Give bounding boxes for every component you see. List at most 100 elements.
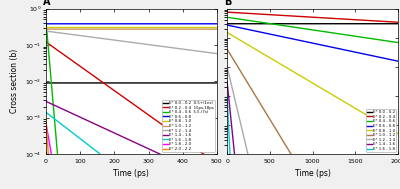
E* 1.6 - 1.8	[365, 182, 370, 184]
E* 1.4 - 1.6	[327, 182, 332, 184]
E* 1.4 - 1.6	[290, 182, 295, 184]
Line: E* 0.8 - 1.0: E* 0.8 - 1.0	[227, 33, 398, 134]
E* 0.4 - 0.6	[396, 41, 400, 44]
Line: E* 0.2 - 0.4: E* 0.2 - 0.4	[227, 12, 398, 22]
E* 1.0 - 1.2	[214, 28, 219, 30]
E* 0.2 - 0.4	[336, 18, 341, 20]
E* 0.4 - 0.6	[256, 21, 260, 23]
Line: E* 2.0 - 2.2: E* 2.0 - 2.2	[46, 119, 217, 189]
E* 0.0 - 0.2	[256, 23, 260, 25]
E* 1.0 - 1.2	[193, 28, 198, 30]
E* 0.8 - 1.0	[256, 50, 260, 52]
E* 0.6 - 0.8	[336, 47, 341, 50]
E* 1.6 - 1.8	[396, 182, 400, 184]
E* 0.8 - 1.0	[336, 97, 341, 99]
E* 1.2 - 1.4	[396, 182, 400, 184]
E* 1.6 - 1.8	[109, 162, 114, 164]
E* 0.0 - 0.2	[336, 23, 341, 25]
E* 0.0 - 0.2  0.5+(1ns)	[193, 82, 198, 84]
E* 0.2 - 0.4  15ps,18ps	[193, 147, 198, 149]
E* 0.0 - 0.2  0.5+(1ns)	[211, 82, 216, 84]
E* 1.4 - 1.6	[193, 169, 198, 171]
E* 0.6 - 0.8	[63, 23, 68, 25]
E* 0.6 - 0.8	[211, 23, 216, 25]
E* 0.6 - 0.8	[116, 23, 121, 25]
E* 0.8 - 1.0	[116, 26, 121, 29]
Line: E* 0.4 - 0.6  5.5-(7s): E* 0.4 - 0.6 5.5-(7s)	[46, 21, 217, 189]
E* 1.0 - 1.2	[396, 182, 400, 184]
E* 0.8 - 1.0	[211, 26, 216, 29]
E* 1.2 - 1.4	[290, 182, 295, 184]
Line: E* 1.2 - 1.4: E* 1.2 - 1.4	[227, 67, 398, 183]
E* 1.4 - 1.6	[73, 114, 78, 116]
E* 1.6 - 1.8	[290, 182, 295, 184]
E* 1.8 - 2.0	[44, 122, 48, 124]
E* 0.8 - 1.0	[44, 26, 48, 29]
E* 0.2 - 0.4  15ps,18ps	[63, 55, 68, 57]
E* 0.2 - 0.4	[396, 21, 400, 23]
E* 0.6 - 0.8	[365, 54, 370, 56]
E* 0.2 - 0.4	[365, 19, 370, 22]
E* 1.2 - 1.4	[193, 50, 198, 52]
E* 0.0 - 0.2	[327, 23, 332, 25]
Line: E* 0.4 - 0.6: E* 0.4 - 0.6	[227, 17, 398, 43]
Legend: E* 0.0 - 0.2, E* 0.2 - 0.4, E* 0.4 - 0.6, E* 0.6 - 0.8, E* 0.8 - 1.0, E* 1.0 - 1: E* 0.0 - 0.2, E* 0.2 - 0.4, E* 0.4 - 0.6…	[366, 109, 396, 152]
E* 0.8 - 1.0	[73, 26, 78, 29]
E* 1.4 - 1.6	[63, 109, 68, 112]
E* 0.2 - 0.4	[290, 15, 295, 17]
Legend: E* 0.0 - 0.2  0.5+(1ns), E* 0.2 - 0.4  15ps,18ps, E* 0.4 - 0.6  5.5-(7s), E* 0.6: E* 0.0 - 0.2 0.5+(1ns), E* 0.2 - 0.4 15p…	[162, 100, 215, 152]
E* 1.6 - 1.8	[336, 182, 341, 184]
E* 1.2 - 1.4	[73, 34, 78, 36]
E* 1.4 - 1.6	[396, 182, 400, 184]
Line: E* 1.0 - 1.2: E* 1.0 - 1.2	[227, 49, 398, 183]
E* 0.6 - 0.8	[44, 23, 48, 25]
E* 0.8 - 1.0	[214, 26, 219, 29]
E* 0.4 - 0.6	[290, 26, 295, 28]
E* 1.2 - 1.4	[44, 30, 48, 32]
E* 1.4 - 1.6	[44, 100, 48, 102]
E* 0.8 - 1.0	[225, 31, 230, 34]
E* 0.0 - 0.2	[290, 23, 295, 25]
E* 0.2 - 0.4	[327, 17, 332, 19]
Line: E* 1.6 - 1.8: E* 1.6 - 1.8	[227, 96, 398, 183]
E* 1.6 - 1.8	[116, 167, 121, 170]
Y-axis label: Cross section (b): Cross section (b)	[10, 49, 20, 113]
E* 0.0 - 0.2	[396, 23, 400, 25]
E* 1.4 - 1.6	[211, 178, 216, 180]
Text: A: A	[42, 0, 50, 7]
X-axis label: Time (ps): Time (ps)	[295, 170, 330, 178]
E* 1.2 - 1.4	[225, 66, 230, 68]
E* 1.0 - 1.2	[73, 28, 78, 30]
E* 0.2 - 0.4	[225, 11, 230, 13]
E* 0.2 - 0.4	[256, 13, 260, 15]
E* 0.0 - 0.2	[352, 23, 357, 25]
E* 1.6 - 1.8	[256, 182, 260, 184]
E* 0.8 - 1.0	[63, 26, 68, 29]
E* 1.6 - 1.8	[63, 126, 68, 129]
E* 1.6 - 1.8	[225, 95, 230, 97]
E* 1.2 - 1.4	[256, 182, 260, 184]
E* 1.0 - 1.2	[256, 99, 260, 101]
Line: E* 1.6 - 1.8: E* 1.6 - 1.8	[46, 112, 217, 189]
E* 0.4 - 0.6	[327, 31, 332, 34]
E* 1.4 - 1.6	[365, 182, 370, 184]
E* 1.4 - 1.6	[214, 179, 219, 181]
E* 1.4 - 1.6	[235, 182, 240, 184]
E* 1.0 - 1.2	[211, 28, 216, 30]
E* 0.0 - 0.2  0.5+(1ns)	[214, 82, 219, 84]
E* 0.0 - 0.2	[365, 23, 370, 25]
Line: E* 0.2 - 0.4  15ps,18ps: E* 0.2 - 0.4 15ps,18ps	[46, 42, 217, 163]
E* 0.2 - 0.4  15ps,18ps	[211, 160, 216, 162]
E* 1.4 - 1.6	[336, 182, 341, 184]
E* 0.0 - 0.2  0.5+(1ns)	[73, 82, 78, 84]
E* 1.6 - 1.8	[44, 111, 48, 113]
E* 0.6 - 0.8	[214, 23, 219, 25]
E* 0.6 - 0.8	[256, 30, 260, 33]
E* 0.0 - 0.2  0.5+(1ns)	[44, 82, 48, 84]
E* 0.0 - 0.2  0.5+(1ns)	[116, 82, 121, 84]
E* 0.8 - 1.0	[352, 107, 357, 109]
E* 1.4 - 1.6	[256, 182, 260, 184]
E* 0.8 - 1.0	[396, 132, 400, 135]
E* 1.4 - 1.6	[352, 182, 357, 184]
Text: B: B	[224, 0, 231, 7]
